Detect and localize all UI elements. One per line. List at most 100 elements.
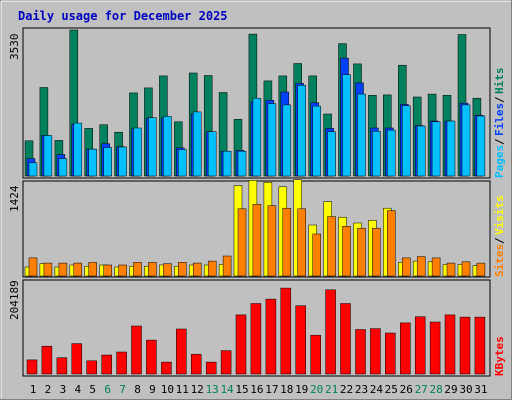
sites-bar: [73, 262, 83, 277]
x-axis-day-label: 15: [235, 383, 248, 396]
sites-bar: [461, 261, 471, 277]
pages-bar: [163, 116, 172, 177]
kbytes-bar: [295, 305, 306, 375]
pages-bar: [476, 115, 486, 177]
x-axis-day-label: 21: [325, 383, 338, 396]
legend-sep-3: /: [493, 237, 506, 244]
sites-bar: [207, 260, 217, 277]
x-axis-day-label: 2: [45, 383, 52, 396]
kbytes-bar: [146, 339, 157, 375]
sites-bar: [297, 208, 306, 277]
legend-sites: Sites: [493, 244, 506, 277]
pages-bar: [252, 97, 262, 177]
sites-bar: [88, 262, 97, 277]
x-axis-day-label: 13: [206, 383, 219, 396]
kbytes-bar: [340, 303, 351, 375]
sites-bar: [58, 262, 68, 277]
sites-bar: [237, 208, 247, 277]
sites-bar: [357, 227, 366, 277]
pages-bar: [43, 135, 53, 177]
chart-bars: [24, 29, 486, 375]
kbytes-bar: [86, 360, 97, 375]
x-axis-day-label: 29: [444, 383, 457, 396]
x-axis-day-label: 1: [30, 383, 37, 396]
legend-sep-2: /: [493, 96, 506, 103]
x-axis-day-label: 30: [459, 383, 472, 396]
pages-bar: [178, 149, 187, 177]
pages-bar: [446, 120, 456, 177]
kbytes-bar: [370, 328, 381, 375]
legend-hits-panel: Pages / Files / Hits: [493, 68, 506, 179]
kbytes-bar: [41, 345, 53, 375]
x-axis-day-label: 7: [119, 383, 126, 396]
x-axis-day-label: 11: [176, 383, 189, 396]
sites-bar: [178, 262, 187, 277]
sites-bar: [372, 227, 381, 277]
pages-bar: [461, 104, 471, 177]
pages-bar: [207, 131, 217, 177]
x-axis-day-label: 17: [265, 383, 278, 396]
pages-bar: [327, 131, 336, 177]
legend-kbytes: KBytes: [493, 336, 506, 376]
legend-kbytes-panel: KBytes: [493, 336, 506, 376]
x-axis-day-label: 23: [355, 383, 368, 396]
pages-bar: [103, 147, 112, 177]
kbytes-bar: [385, 332, 396, 375]
pages-bar: [342, 74, 351, 177]
kbytes-bar: [161, 361, 172, 375]
pages-bar: [118, 146, 127, 177]
kbytes-bar: [444, 314, 456, 375]
x-axis-day-label: 6: [104, 383, 111, 396]
visits-y-max-label: 1424: [8, 185, 21, 212]
pages-bar: [402, 105, 411, 177]
x-axis-day-label: 28: [429, 383, 442, 396]
kbytes-bar: [400, 322, 411, 375]
pages-bar: [222, 150, 232, 177]
chart-title: Daily usage for December 2025: [18, 9, 228, 23]
sites-bar: [252, 204, 262, 277]
pages-bar: [148, 117, 157, 177]
pages-bar: [88, 148, 97, 177]
sites-bar: [387, 210, 396, 277]
x-axis-day-label: 31: [474, 383, 487, 396]
kbytes-bar: [26, 359, 38, 375]
kbytes-bar: [56, 357, 68, 375]
x-axis-day-label: 20: [310, 383, 323, 396]
hits-y-max-label: 3530: [8, 34, 21, 61]
kbytes-bar: [250, 303, 262, 375]
legend-pages: Pages: [493, 145, 506, 178]
kbytes-bar: [265, 298, 277, 375]
x-axis-day-label: 16: [250, 383, 263, 396]
sites-bar: [267, 205, 277, 277]
kbytes-bar: [310, 334, 321, 375]
kbytes-bar: [205, 361, 217, 375]
x-axis-day-label: 10: [161, 383, 174, 396]
x-axis-day-label: 26: [400, 383, 413, 396]
kbytes-bar: [235, 314, 247, 375]
kbytes-bar: [280, 287, 292, 375]
x-axis-day-label: 8: [134, 383, 141, 396]
sites-bar: [163, 263, 172, 277]
kbytes-bar: [355, 329, 366, 375]
pages-bar: [372, 131, 381, 177]
pages-bar: [357, 93, 366, 177]
x-axis-day-label: 25: [385, 383, 398, 396]
x-axis-day-label: 12: [191, 383, 204, 396]
x-axis-day-label: 24: [370, 383, 384, 396]
sites-bar: [327, 216, 336, 277]
x-axis-day-label: 18: [280, 383, 293, 396]
kbytes-bar: [101, 354, 112, 375]
sites-bar: [402, 257, 411, 277]
sites-bar: [43, 262, 53, 277]
pages-bar: [297, 85, 306, 177]
kbytes-bar: [414, 316, 426, 375]
kbytes-bar: [116, 351, 127, 375]
legend-visits: Visits: [493, 195, 506, 235]
sites-bar: [416, 256, 426, 277]
legend-visits-panel: Sites / Visits: [493, 195, 506, 277]
kbytes-bar: [459, 316, 471, 375]
pages-bar: [267, 103, 277, 177]
x-axis-day-label: 22: [340, 383, 353, 396]
sites-bar: [28, 257, 38, 277]
pages-bar: [237, 150, 247, 177]
